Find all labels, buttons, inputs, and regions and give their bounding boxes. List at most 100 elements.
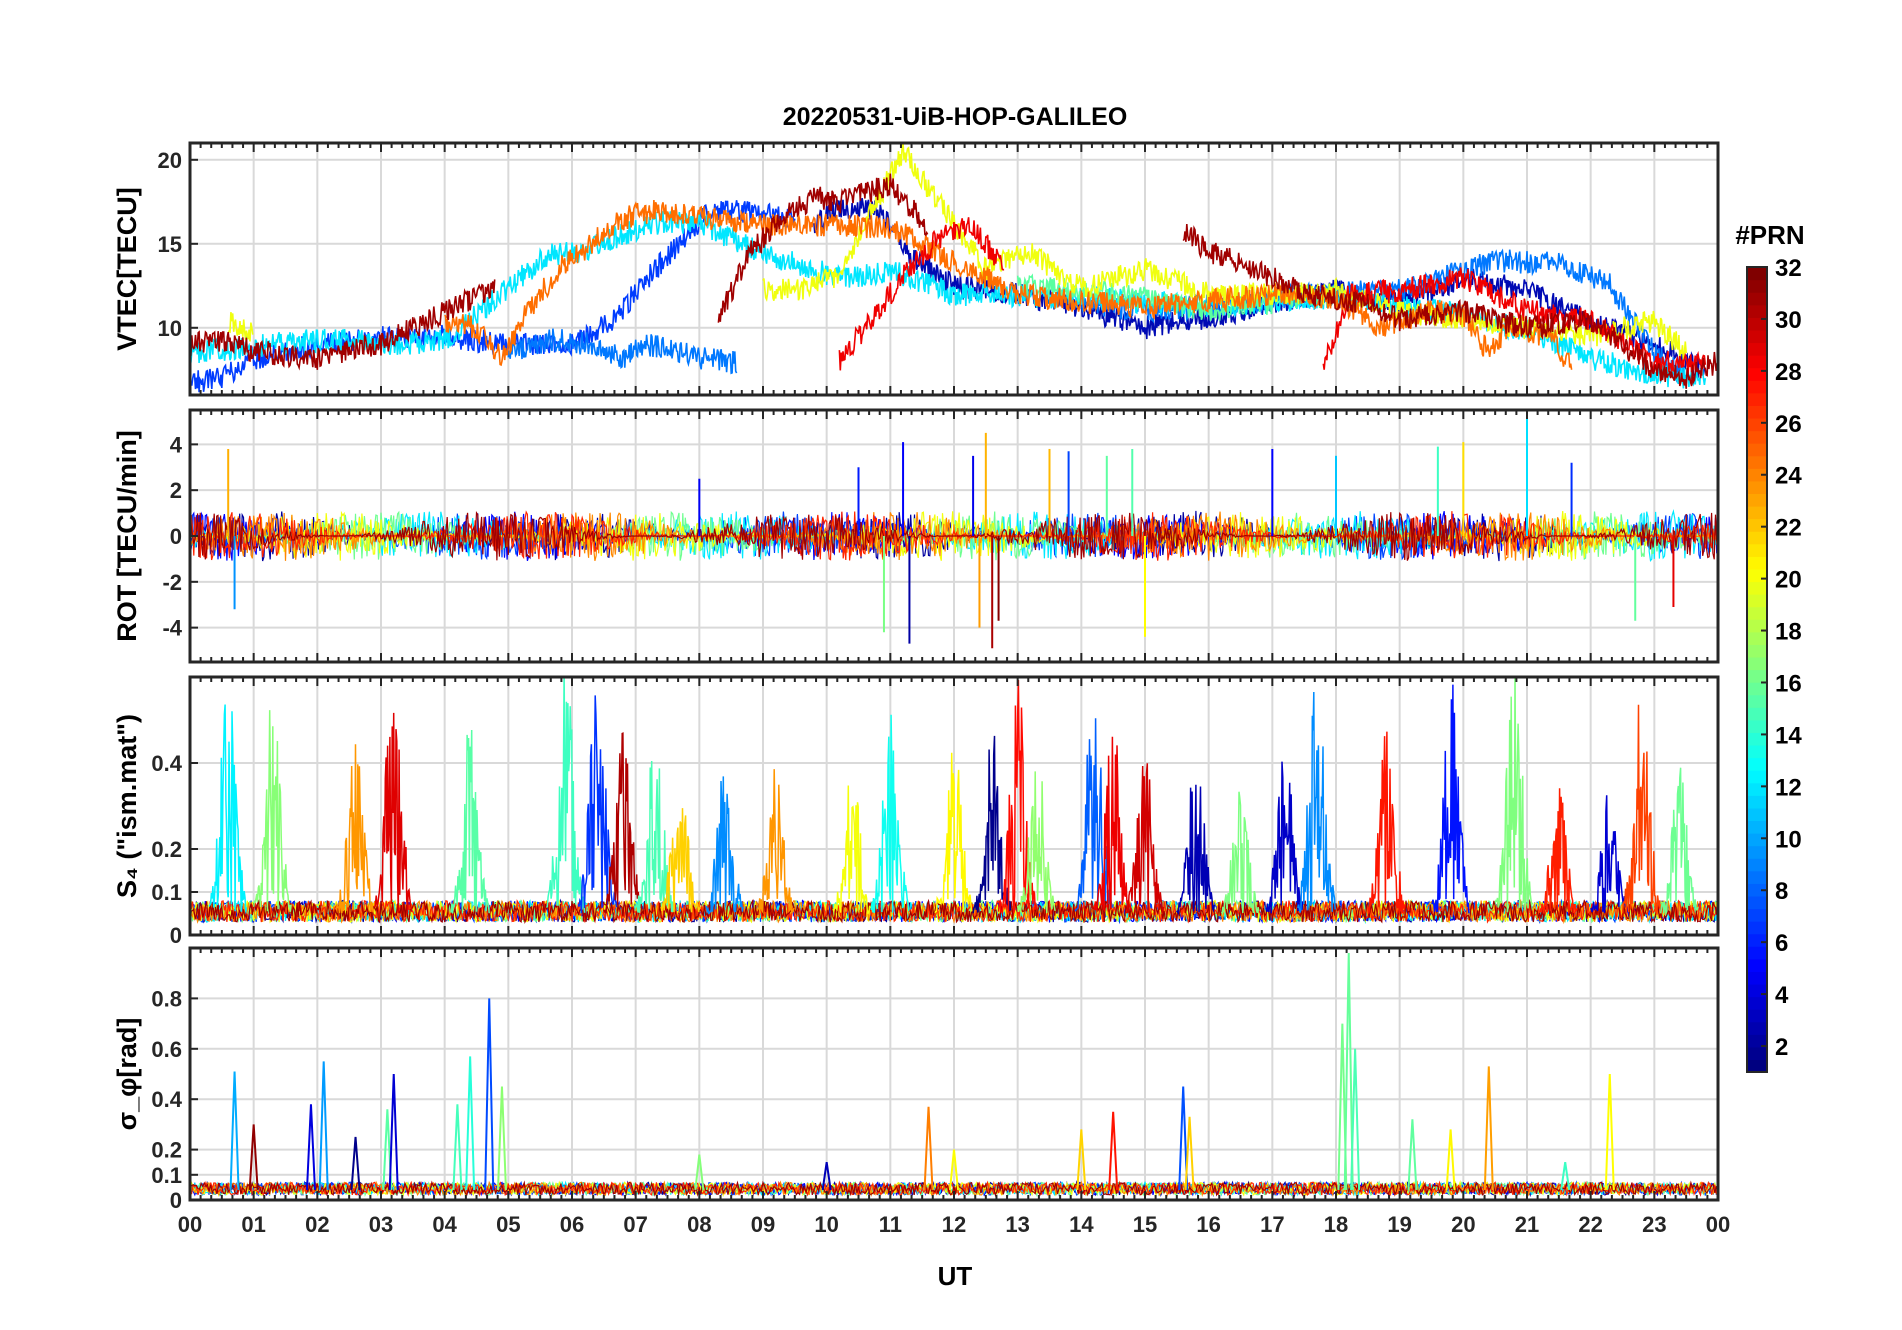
y-tick-label: 0.4	[151, 1087, 182, 1112]
colorbar-segment	[1747, 870, 1767, 884]
colorbar-segment	[1747, 417, 1767, 432]
y-tick-label: 2	[170, 478, 182, 503]
colorbar-segment	[1747, 317, 1767, 331]
s4-burst	[603, 732, 643, 914]
colorbar-segment	[1747, 480, 1767, 495]
s4-burst	[705, 776, 744, 915]
colorbar-tick-label: 22	[1775, 515, 1802, 542]
colorbar-segment	[1747, 807, 1767, 822]
x-tick-label: 20	[1451, 1212, 1475, 1237]
sigma-spike	[452, 1104, 463, 1190]
colorbar-segment	[1747, 329, 1767, 344]
y-tick-label: 15	[158, 232, 182, 257]
panel-2: -4 -2 0 2 4 ROT [TECU/min]	[112, 408, 1720, 664]
colorbar-segment	[1747, 556, 1767, 570]
x-tick-label: 01	[241, 1212, 265, 1237]
colorbar-segment	[1747, 619, 1767, 633]
colorbar-tick-label: 30	[1775, 307, 1802, 334]
series-prn-31	[190, 173, 1718, 389]
grid	[190, 948, 1718, 1200]
colorbar-segment	[1747, 405, 1767, 419]
colorbar-segment	[1747, 505, 1767, 520]
y-tick-label: 0	[170, 524, 182, 549]
colorbar-segment	[1747, 845, 1767, 859]
s4-burst	[1538, 788, 1578, 914]
s4-burst	[1297, 691, 1336, 913]
s4-burst	[1265, 761, 1305, 914]
colorbar-segment	[1747, 631, 1767, 645]
s4-burst	[756, 769, 795, 915]
colorbar-segment	[1747, 594, 1767, 608]
sigma-spike	[923, 1106, 934, 1190]
colorbar-tick-label: 10	[1775, 826, 1802, 853]
y-tick-label: -4	[162, 616, 182, 641]
colorbar-segment	[1747, 267, 1767, 281]
colorbar-segment	[1747, 996, 1767, 1010]
s4-burst	[545, 677, 586, 913]
y-tick-label: 4	[170, 432, 183, 457]
colorbar-segment	[1747, 921, 1767, 935]
colorbar-segment	[1747, 493, 1767, 507]
x-tick-label: 13	[1005, 1212, 1029, 1237]
y-tick-label: 10	[158, 316, 182, 341]
chart-title: 20220531-UiB-HOP-GALILEO	[783, 103, 1128, 131]
s4-burst	[252, 710, 292, 912]
colorbar-segment	[1747, 682, 1767, 696]
colorbar-segment	[1747, 443, 1767, 457]
y-axis-label: ROT [TECU/min]	[112, 430, 142, 641]
y-tick-label: 0.1	[151, 1163, 182, 1188]
colorbar-title: #PRN	[1735, 220, 1804, 250]
sigma-spike	[1407, 1119, 1418, 1190]
s4-burst	[1367, 731, 1407, 914]
s4-burst	[1494, 677, 1534, 912]
sigma-spike	[694, 1154, 705, 1191]
sigma-spike	[1178, 1086, 1189, 1190]
x-tick-label: 15	[1133, 1212, 1157, 1237]
colorbar-segment	[1747, 732, 1767, 746]
colorbar-segment	[1747, 946, 1767, 960]
x-axis-label: UT	[938, 1261, 973, 1291]
colorbar-segment	[1747, 304, 1767, 318]
colorbar-segment	[1747, 707, 1767, 721]
colorbar-segment	[1747, 342, 1767, 356]
s4-burst	[1590, 795, 1629, 914]
tick-marks	[189, 948, 1719, 1200]
colorbar-segment	[1747, 581, 1767, 595]
colorbar-segment	[1747, 1021, 1767, 1035]
plot-area	[190, 677, 1718, 925]
colorbar-segment	[1747, 1059, 1767, 1073]
y-tick-label: 0.1	[151, 880, 182, 905]
colorbar-segment	[1747, 644, 1767, 658]
sigma-spike	[496, 1086, 507, 1190]
sigma-spike	[350, 1136, 361, 1190]
colorbar-tick-label: 18	[1775, 619, 1802, 646]
colorbar-tick-label: 6	[1775, 930, 1788, 957]
colorbar-segment	[1747, 694, 1767, 708]
colorbar-segment	[1747, 757, 1767, 771]
colorbar-segment	[1747, 392, 1767, 406]
sigma-spike	[1350, 1048, 1361, 1190]
sigma-spike	[949, 1149, 959, 1191]
x-tick-label: 14	[1069, 1212, 1094, 1237]
panel-3: 0 0.1 0.2 0.4 S₄ ("ism.mat")	[112, 675, 1720, 948]
colorbar-segment	[1747, 543, 1767, 557]
sigma-spike	[821, 1162, 832, 1191]
colorbar-tick-label: 28	[1775, 359, 1802, 386]
x-tick-label: 08	[687, 1212, 711, 1237]
s4-burst	[208, 704, 248, 912]
x-tick-label: 03	[369, 1212, 393, 1237]
colorbar-segment	[1747, 279, 1767, 293]
y-tick-label: 0.2	[151, 837, 182, 862]
rot-trace	[190, 510, 1718, 561]
s4-burst	[335, 744, 375, 914]
colorbar-segment	[1747, 531, 1767, 545]
s4-burst	[832, 785, 872, 916]
colorbar-segment	[1747, 883, 1767, 897]
sigma-spike	[305, 1104, 316, 1190]
colorbar-frame	[1746, 266, 1768, 1073]
x-tick-label: 00	[1706, 1212, 1730, 1237]
tick-marks	[189, 143, 1719, 395]
sigma-spike	[1604, 1073, 1615, 1190]
x-tick-label: 02	[305, 1212, 329, 1237]
x-tick-label: 05	[496, 1212, 520, 1237]
